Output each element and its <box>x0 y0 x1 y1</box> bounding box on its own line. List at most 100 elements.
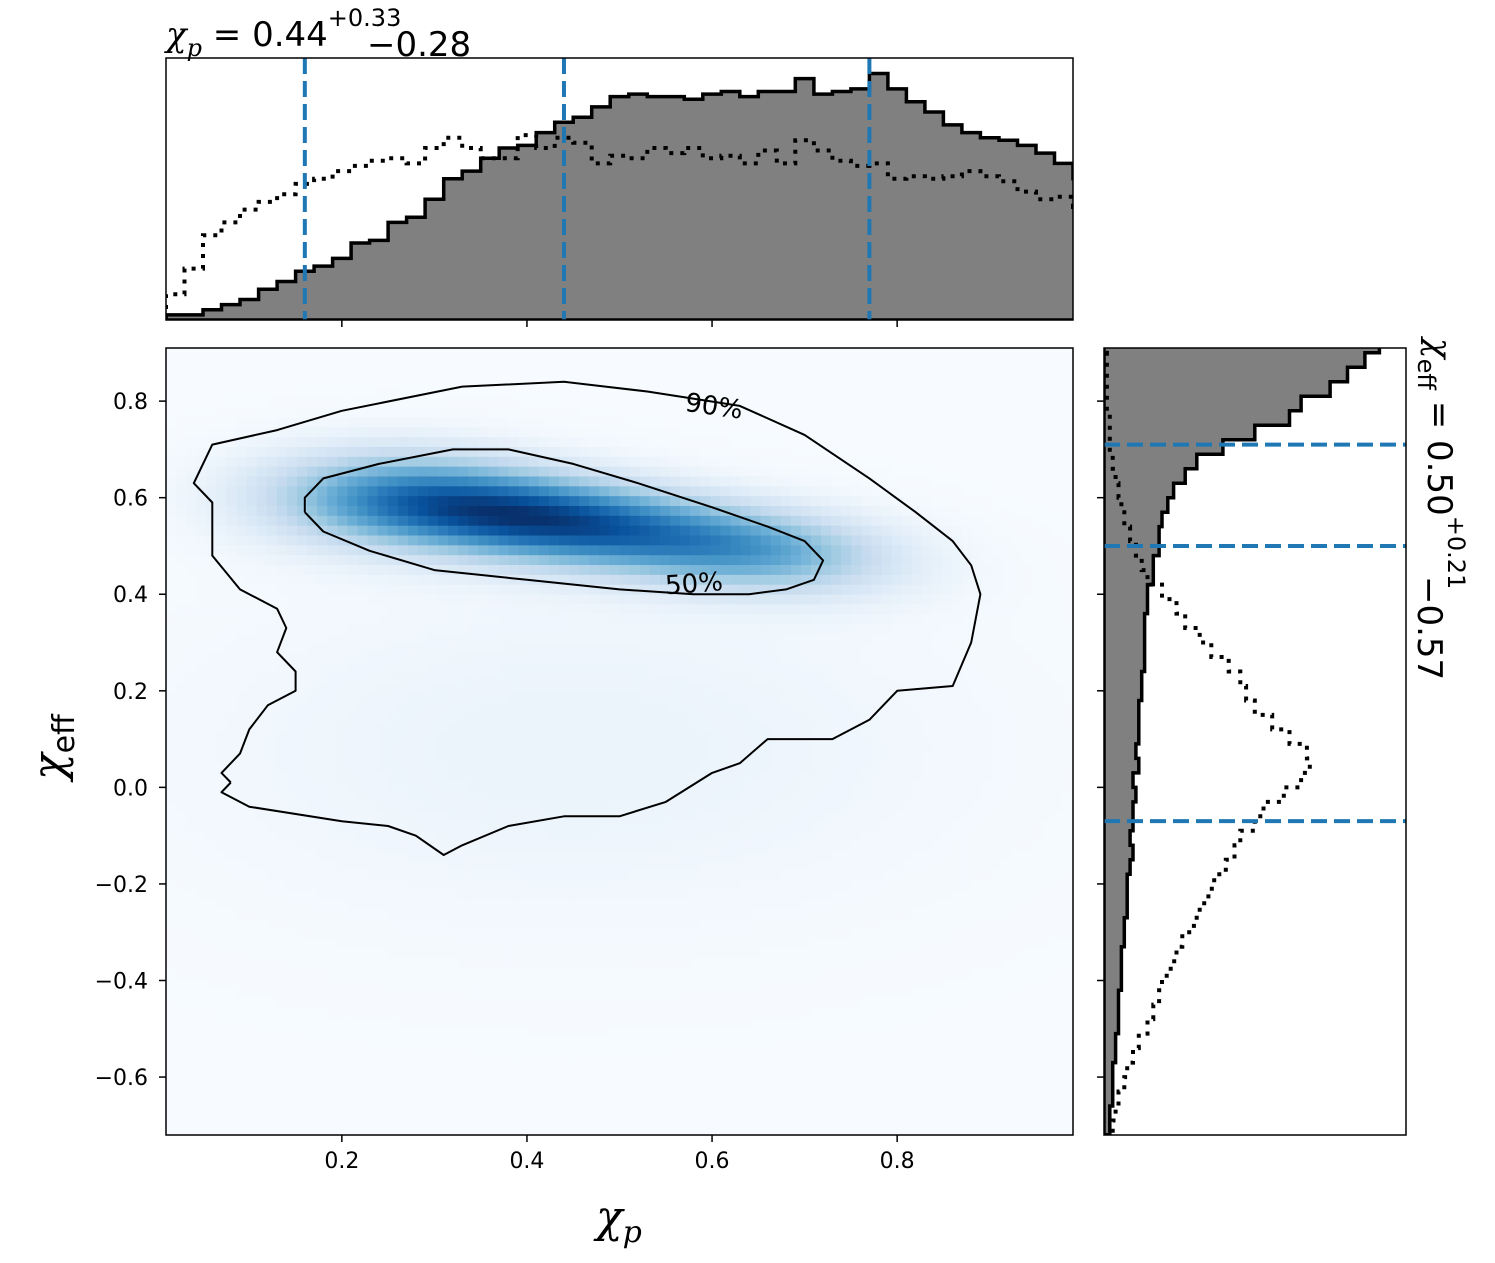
density-cell <box>569 1085 580 1097</box>
density-cell <box>548 1075 560 1087</box>
density-cell <box>810 1056 822 1067</box>
density-cell <box>810 948 822 959</box>
density-cell <box>780 898 792 910</box>
density-cell <box>468 613 480 625</box>
density-cell <box>256 593 268 605</box>
density-cell <box>307 702 318 713</box>
density-cell <box>629 1007 641 1018</box>
density-cell <box>1052 839 1064 851</box>
density-cell <box>760 997 772 1008</box>
density-cell <box>609 830 621 841</box>
density-cell <box>266 682 278 693</box>
density-cell <box>780 761 792 772</box>
density-cell <box>1022 1125 1034 1135</box>
density-cell <box>216 1085 228 1097</box>
density-cell <box>992 662 1004 674</box>
density-cell <box>800 1026 812 1038</box>
density-cell <box>1052 928 1064 939</box>
density-cell <box>417 761 429 772</box>
density-cell <box>528 908 540 920</box>
density-cell <box>468 820 480 831</box>
density-cell <box>518 810 530 821</box>
density-cell <box>579 839 590 851</box>
density-cell <box>589 938 600 949</box>
density-cell <box>831 820 842 831</box>
density-cell <box>861 721 873 733</box>
density-cell <box>790 859 802 870</box>
density-cell <box>327 1085 338 1097</box>
density-cell <box>1052 830 1064 841</box>
density-cell <box>387 918 399 930</box>
density-cell <box>891 957 903 969</box>
density-cell <box>528 731 540 743</box>
density-cell <box>186 820 197 831</box>
density-cell <box>357 761 369 772</box>
density-cell <box>911 633 923 644</box>
density-cell <box>750 977 762 989</box>
density-cell <box>579 997 590 1008</box>
density-cell <box>800 623 812 634</box>
density-cell <box>1052 997 1064 1008</box>
density-cell <box>397 761 409 772</box>
density-cell <box>851 711 862 723</box>
density-cell <box>831 593 842 605</box>
density-cell <box>478 761 490 772</box>
density-cell <box>1042 761 1054 772</box>
density-cell <box>1032 711 1044 723</box>
density-cell <box>307 1056 318 1067</box>
density-cell <box>276 1056 288 1067</box>
density-cell <box>690 987 701 998</box>
density-cell <box>841 1066 852 1077</box>
density-cell <box>891 652 903 664</box>
density-cell <box>458 820 469 831</box>
density-cell <box>679 721 691 733</box>
density-cell <box>367 1016 379 1028</box>
density-cell <box>276 1066 288 1077</box>
density-cell <box>992 790 1004 802</box>
density-cell <box>871 967 883 979</box>
density-cell <box>659 662 671 674</box>
density-cell <box>992 1105 1004 1116</box>
density-cell <box>397 1125 409 1135</box>
density-cell <box>176 672 187 684</box>
density-cell <box>488 731 500 743</box>
density-cell <box>286 849 298 861</box>
density-cell <box>831 1115 842 1126</box>
density-cell <box>760 800 772 811</box>
density-cell <box>720 967 731 979</box>
density-cell <box>1022 908 1034 920</box>
density-cell <box>246 830 258 841</box>
density-cell <box>821 869 832 880</box>
density-cell <box>821 908 832 920</box>
density-cell <box>649 623 661 634</box>
density-cell <box>861 928 873 939</box>
density-cell <box>286 967 298 979</box>
density-cell <box>690 1036 701 1048</box>
density-cell <box>518 1026 530 1038</box>
density-cell <box>639 780 651 792</box>
density-cell <box>700 977 711 989</box>
density-cell <box>327 957 338 969</box>
density-cell <box>649 682 661 693</box>
density-cell <box>619 613 631 625</box>
density-cell <box>327 1115 338 1126</box>
density-cell <box>901 938 913 949</box>
density-cell <box>821 977 832 989</box>
density-cell <box>448 1125 459 1135</box>
density-cell <box>448 672 459 684</box>
density-cell <box>538 702 550 713</box>
density-cell <box>700 682 711 693</box>
density-cell <box>528 652 540 664</box>
density-cell <box>851 879 862 890</box>
density-cell <box>931 613 943 625</box>
density-cell <box>700 1125 711 1135</box>
density-cell <box>256 898 268 910</box>
density-cell <box>619 918 631 930</box>
density-cell <box>206 957 217 969</box>
density-cell <box>538 879 550 890</box>
density-cell <box>448 603 459 615</box>
density-cell <box>629 1095 641 1107</box>
density-cell <box>962 859 973 870</box>
density-cell <box>407 721 419 733</box>
density-cell <box>901 1016 913 1028</box>
